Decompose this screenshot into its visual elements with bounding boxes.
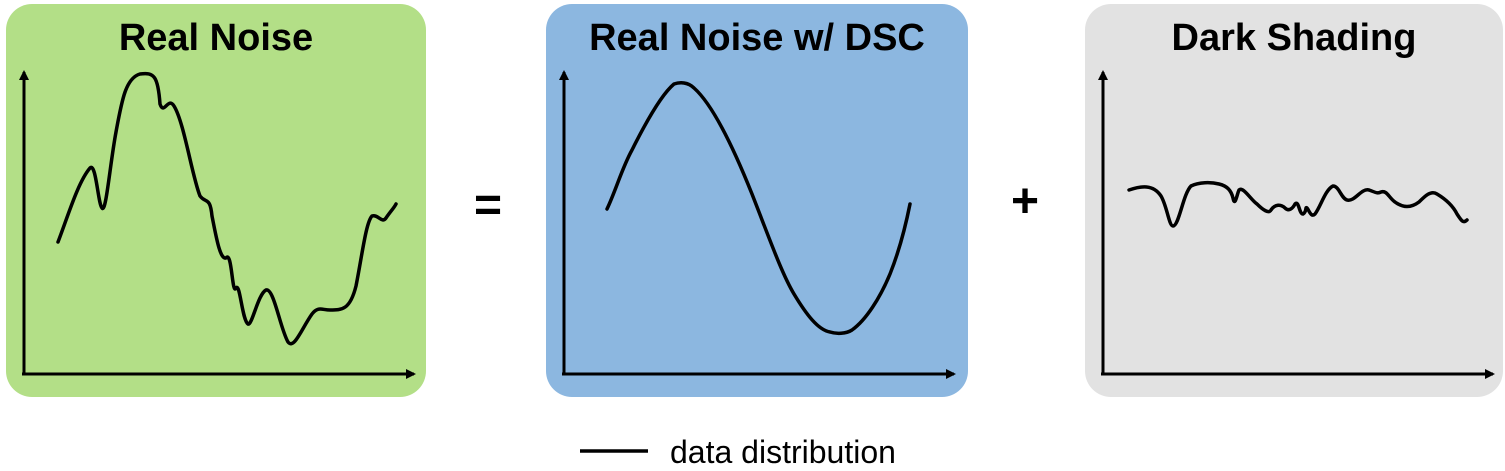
- dark-shading-plot: [1098, 70, 1495, 379]
- equals-operator: =: [473, 179, 503, 232]
- panel-title: Real Noise w/ DSC: [589, 17, 925, 59]
- panel-dark-shading: Dark Shading: [1085, 4, 1503, 397]
- data-distribution-curve: [56, 71, 398, 346]
- panel-title: Real Noise: [118, 17, 314, 59]
- plus-operator: +: [1010, 175, 1040, 228]
- panel-real-noise-dsc: Real Noise w/ DSC: [546, 4, 968, 397]
- legend-label: data distribution: [670, 434, 896, 470]
- legend-line-icon: [580, 449, 648, 453]
- real-noise-plot: [19, 70, 416, 379]
- panel-title: Dark Shading: [1171, 17, 1417, 59]
- real-noise-dsc-plot: [559, 70, 956, 379]
- panel-real-noise: Real Noise: [6, 4, 426, 397]
- data-distribution-curve: [1127, 180, 1469, 228]
- data-distribution-curve: [605, 81, 912, 336]
